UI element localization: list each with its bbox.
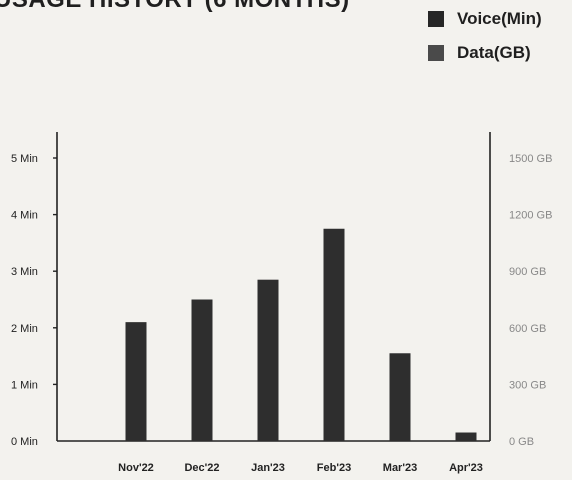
legend-swatch-voice <box>428 11 444 27</box>
chart-bars <box>125 228 477 441</box>
left-tick-label: 3 Min <box>11 266 38 278</box>
x-axis-ticks: Nov'22 Dec'22 Jan'23 Feb'23 Mar'23 Apr'23 <box>118 462 483 474</box>
x-tick-label: Dec'22 <box>184 462 219 474</box>
left-tick-label: 5 Min <box>11 153 38 165</box>
left-tick-label: 4 Min <box>11 210 38 222</box>
x-tick-label: Mar'23 <box>383 462 417 474</box>
x-tick-label: Feb'23 <box>317 462 351 474</box>
legend-label-voice: Voice(Min) <box>457 9 542 28</box>
right-tick-label: 0 GB <box>509 436 534 448</box>
right-tick-label: 600 GB <box>509 323 546 335</box>
right-tick-label: 1200 GB <box>509 210 552 222</box>
right-tick-label: 900 GB <box>509 266 546 278</box>
right-tick-label: 300 GB <box>509 379 546 391</box>
legend-item-voice: Voice(Min) <box>428 2 542 36</box>
left-tick-label: 1 Min <box>11 379 38 391</box>
x-tick-label: Jan'23 <box>251 462 285 474</box>
x-tick-label: Nov'22 <box>118 462 154 474</box>
right-tick-label: 1500 GB <box>509 153 552 165</box>
bar <box>257 279 279 441</box>
left-tick-label: 0 Min <box>11 436 38 448</box>
legend: Voice(Min) Data(GB) <box>428 2 542 70</box>
bar <box>191 299 213 441</box>
left-tick-label: 2 Min <box>11 323 38 335</box>
legend-item-data: Data(GB) <box>428 36 542 70</box>
bar <box>455 432 477 441</box>
bar <box>125 322 147 441</box>
chart-title: USAGE HISTORY (6 MONTHS) <box>0 0 350 14</box>
x-tick-label: Apr'23 <box>449 462 483 474</box>
legend-swatch-data <box>428 45 444 61</box>
left-axis-ticks: 0 Min 1 Min 2 Min 3 Min 4 Min 5 Min <box>11 153 57 448</box>
right-axis-ticks: 0 GB 300 GB 600 GB 900 GB 1200 GB 1500 GB <box>509 153 552 448</box>
bar <box>323 228 345 441</box>
legend-label-data: Data(GB) <box>457 43 531 62</box>
bar <box>389 353 411 441</box>
